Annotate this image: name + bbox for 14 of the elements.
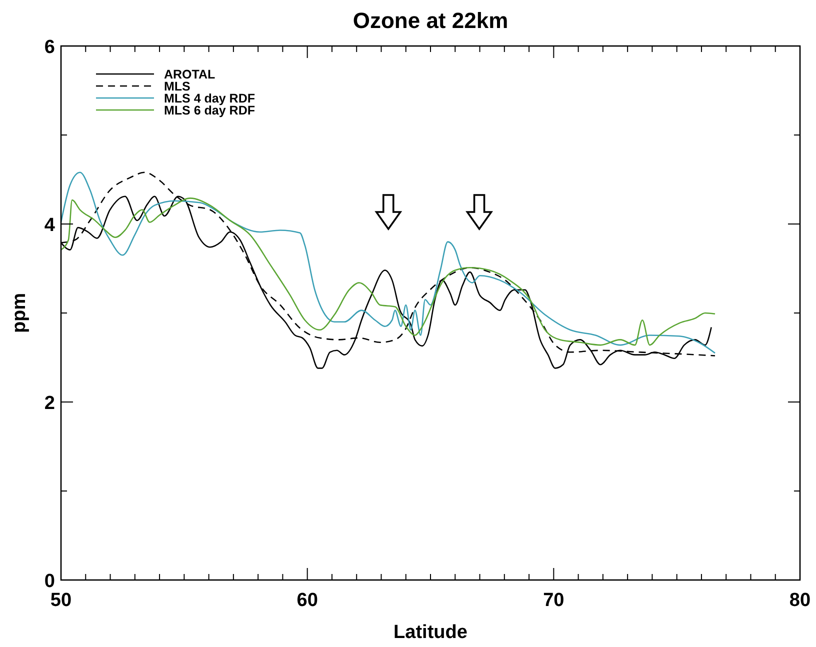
x-tick-label: 70	[543, 590, 564, 611]
chart-title: Ozone at 22km	[352, 8, 508, 33]
y-tick-label: 6	[44, 37, 55, 58]
x-tick-label: 80	[789, 590, 811, 611]
y-axis-title: ppm	[9, 292, 30, 334]
x-axis-title: Latitude	[394, 622, 468, 643]
x-tick-label: 60	[296, 590, 318, 611]
legend-label: MLS 4 day RDF	[164, 92, 256, 106]
y-tick-label: 2	[44, 393, 55, 414]
x-tick-label: 50	[50, 590, 72, 611]
legend-label: AROTAL	[164, 68, 216, 82]
legend-label: MLS	[164, 80, 190, 94]
y-tick-label: 0	[44, 571, 55, 592]
y-tick-label: 4	[44, 215, 56, 236]
